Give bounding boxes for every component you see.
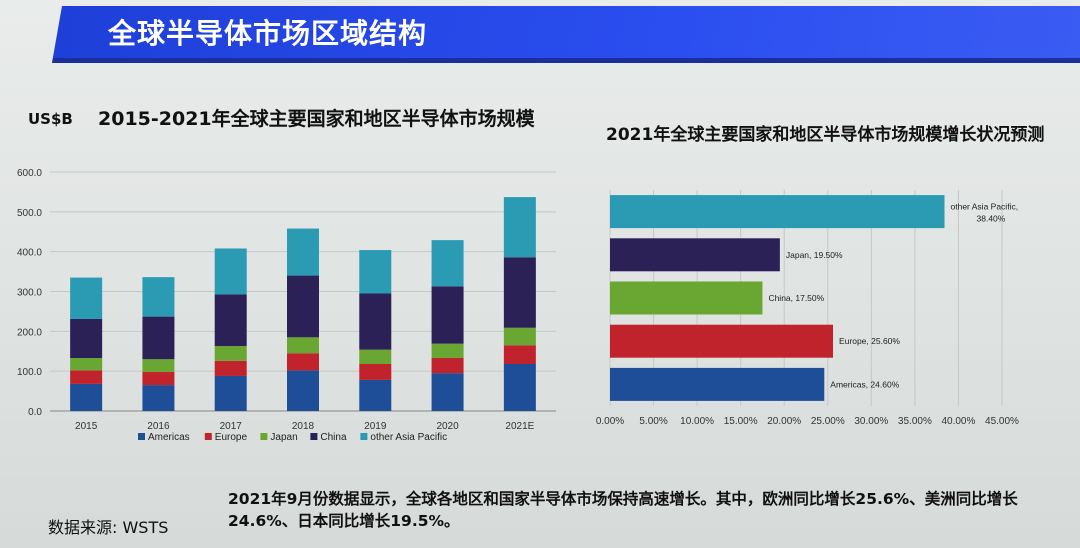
data-label: China, 17.50% xyxy=(768,293,824,303)
legend-swatch xyxy=(360,433,368,440)
bar-segment xyxy=(503,345,536,364)
bar-segment xyxy=(359,349,392,364)
data-label: Americas, 24.60% xyxy=(830,379,899,389)
x-tick-label: 2015 xyxy=(75,421,98,432)
bar-segment xyxy=(287,353,319,371)
y-tick-label: 0.0 xyxy=(28,407,42,418)
bar-segment xyxy=(503,197,536,258)
data-label: 38.40% xyxy=(977,214,1006,224)
x-tick-label: 2017 xyxy=(220,421,243,432)
x-tick-label: 40.00% xyxy=(941,416,975,427)
legend-swatch xyxy=(310,433,318,440)
x-tick-label: 20.00% xyxy=(767,416,801,427)
bar-segment xyxy=(142,385,175,411)
bar-segment xyxy=(214,346,247,361)
legend-entry: Japan xyxy=(270,432,297,443)
bar-segment xyxy=(214,360,247,376)
bar-segment xyxy=(214,248,247,295)
data-label: other Asia Pacific, xyxy=(951,202,1019,212)
x-tick-label: 2019 xyxy=(364,421,387,432)
bar-segment xyxy=(359,250,392,294)
summary-text: 2021年9月份数据显示，全球各地区和国家半导体市场保持高速增长。其中，欧洲同比… xyxy=(228,490,1018,530)
bar-segment xyxy=(70,370,103,384)
x-tick-label: 15.00% xyxy=(724,416,758,427)
bar-segment xyxy=(287,370,319,411)
legend-entry: China xyxy=(320,432,347,443)
legend-swatch xyxy=(260,433,268,440)
x-tick-label: 2016 xyxy=(147,421,170,432)
y-tick-label: 300.0 xyxy=(17,288,42,299)
bar-segment xyxy=(142,316,175,360)
bar-segment xyxy=(70,383,103,411)
x-tick-label: 2021E xyxy=(505,421,534,432)
x-tick-label: 10.00% xyxy=(680,416,714,427)
bar-segment xyxy=(142,359,175,372)
bar-segment xyxy=(70,318,103,359)
y-tick-label: 400.0 xyxy=(17,248,42,259)
x-tick-label: 45.00% xyxy=(985,416,1019,427)
x-tick-label: 2020 xyxy=(436,421,459,432)
stacked-chart-title: 2015-2021年全球主要国家和地区半导体市场规模 xyxy=(98,108,535,130)
bar-segment xyxy=(431,358,464,374)
x-tick-label: 30.00% xyxy=(854,416,888,427)
y-axis-unit: US$B xyxy=(28,110,73,128)
y-tick-label: 500.0 xyxy=(17,208,42,219)
bar-segment xyxy=(431,373,464,411)
x-tick-label: 25.00% xyxy=(811,416,845,427)
bar xyxy=(610,367,825,401)
bar-segment xyxy=(70,358,103,371)
bar-segment xyxy=(287,228,319,276)
bar-segment xyxy=(214,294,247,347)
y-tick-label: 200.0 xyxy=(17,327,42,338)
bar xyxy=(610,324,834,358)
y-tick-label: 100.0 xyxy=(17,367,42,378)
bar-segment xyxy=(359,293,392,350)
bar-segment xyxy=(431,286,464,344)
bar-segment xyxy=(359,379,392,411)
x-tick-label: 2018 xyxy=(292,421,315,432)
bar-segment xyxy=(503,257,536,328)
bar-segment xyxy=(70,277,103,319)
bar-segment xyxy=(287,275,319,338)
legend-entry: other Asia Pacific xyxy=(370,432,447,443)
legend-swatch xyxy=(204,433,212,440)
growth-chart-title: 2021年全球主要国家和地区半导体市场规模增长状况预测 xyxy=(606,125,1045,145)
bar-segment xyxy=(503,327,536,346)
bar-segment xyxy=(214,375,247,411)
slide-title: 全球半导体市场区域结构 xyxy=(108,17,428,50)
x-tick-label: 0.00% xyxy=(596,416,624,427)
bar xyxy=(610,195,945,229)
bar xyxy=(610,238,780,272)
y-tick-label: 600.0 xyxy=(17,168,42,179)
data-source: 数据来源: WSTS xyxy=(48,518,169,537)
bar-segment xyxy=(142,277,175,317)
data-label: Japan, 19.50% xyxy=(786,250,843,260)
legend-entry: Americas xyxy=(148,432,190,443)
bar-segment xyxy=(359,363,392,380)
data-label: Europe, 25.60% xyxy=(839,336,900,346)
x-tick-label: 35.00% xyxy=(898,416,932,427)
legend-entry: Europe xyxy=(215,432,248,443)
bar-segment xyxy=(431,343,464,359)
bar-segment xyxy=(503,363,536,411)
legend-swatch xyxy=(138,433,145,440)
bar-segment xyxy=(287,337,319,354)
bar xyxy=(610,281,763,315)
x-tick-label: 5.00% xyxy=(639,416,667,427)
bar-segment xyxy=(142,371,175,386)
bar-segment xyxy=(431,240,464,287)
